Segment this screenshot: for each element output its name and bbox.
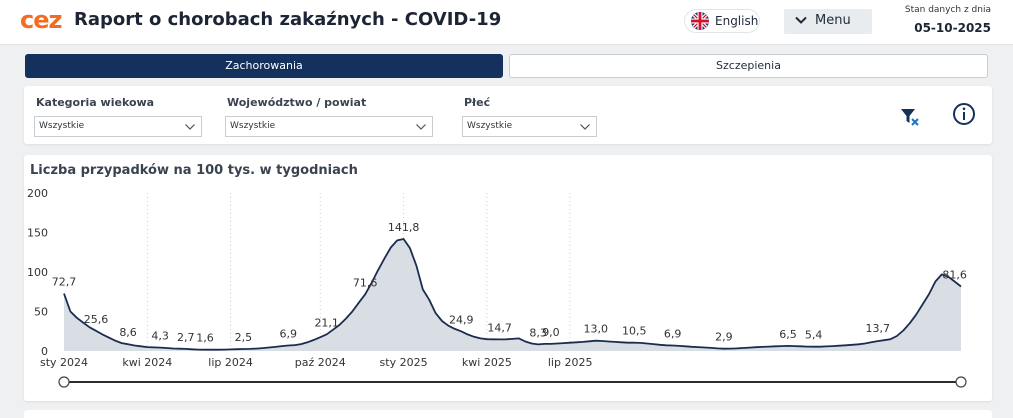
y-tick-label: 200: [27, 187, 48, 200]
data-label: 6,9: [664, 328, 682, 341]
x-tick-label: kwi 2024: [122, 356, 172, 369]
data-label: 6,5: [779, 328, 797, 341]
next-panel-edge: [24, 410, 992, 418]
data-label: 72,7: [52, 276, 77, 289]
filter-label-age: Kategoria wiekowa: [36, 96, 155, 109]
x-tick-label: lip 2024: [208, 356, 253, 369]
tab-szczepienia[interactable]: Szczepienia: [509, 54, 988, 78]
x-tick-label: lip 2025: [548, 356, 593, 369]
data-label: 25,6: [84, 313, 109, 326]
sex-value: Wszystkie: [467, 121, 513, 131]
y-tick-label: 150: [27, 227, 48, 240]
data-status-caption: Stan danych z dnia: [904, 5, 991, 15]
y-tick-label: 50: [34, 306, 48, 319]
menu-button[interactable]: Menu: [784, 9, 872, 34]
data-label: 8,3: [529, 326, 547, 339]
range-slider-end-handle[interactable]: [955, 376, 967, 388]
chevron-down-icon: [416, 124, 426, 130]
top-bar: cez Raport o chorobach zakaźnych - COVID…: [0, 0, 1013, 45]
age-category-value: Wszystkie: [39, 121, 85, 131]
filter-label-sex: Płeć: [464, 96, 491, 109]
sex-select[interactable]: Wszystkie: [462, 116, 597, 137]
cases-chart: 0 50 100 150 200 sty 2024 kwi 2024 lip 2024 paź …: [27, 187, 967, 388]
x-tick-label: sty 2025: [380, 356, 428, 369]
y-tick-label: 100: [27, 266, 48, 279]
series-line: [63, 238, 962, 351]
x-tick-label: kwi 2025: [462, 356, 512, 369]
data-label: 71,6: [353, 276, 378, 289]
info-icon[interactable]: [952, 102, 976, 126]
data-label: 2,5: [235, 331, 253, 344]
data-label: 24,9: [449, 313, 474, 326]
y-tick-label: 0: [41, 345, 48, 358]
chevron-down-icon: [580, 124, 590, 130]
filter-clear-icon[interactable]: [899, 106, 921, 128]
data-label: 81,6: [942, 269, 967, 282]
data-label: 21,1: [314, 316, 339, 329]
data-label: 141,8: [388, 221, 420, 234]
age-category-select[interactable]: Wszystkie: [34, 116, 202, 137]
language-button[interactable]: English: [684, 9, 760, 33]
flag-uk-icon: [691, 12, 709, 30]
data-label: 2,9: [715, 331, 733, 344]
chevron-down-icon: [795, 16, 807, 24]
data-label: 4,3: [151, 330, 169, 343]
menu-label: Menu: [815, 13, 851, 28]
x-tick-label: paź 2024: [295, 356, 346, 369]
region-select[interactable]: Wszystkie: [225, 116, 433, 137]
data-label: 6,9: [280, 328, 298, 341]
chart-panel: Liczba przypadków na 100 tys. w tygodnia…: [24, 155, 992, 401]
data-label: 9,0: [542, 326, 560, 339]
data-label: 14,7: [487, 321, 512, 334]
data-label: 1,6: [196, 332, 214, 345]
filter-panel: Kategoria wiekowa Wszystkie Województwo …: [24, 86, 992, 144]
tab-zachorowania[interactable]: Zachorowania: [25, 54, 503, 78]
data-status-date: 05-10-2025: [914, 21, 991, 35]
chart-title: Liczba przypadków na 100 tys. w tygodnia…: [30, 163, 358, 178]
data-label: 13,7: [865, 322, 890, 335]
range-slider-start-handle[interactable]: [58, 376, 70, 388]
region-value: Wszystkie: [230, 121, 276, 131]
data-label: 13,0: [584, 323, 609, 336]
data-label: 8,6: [119, 326, 137, 339]
filter-label-region: Województwo / powiat: [227, 96, 367, 109]
data-label: 10,5: [622, 325, 647, 338]
x-tick-label: sty 2024: [40, 356, 88, 369]
chevron-down-icon: [185, 124, 195, 130]
language-label: English: [715, 14, 759, 28]
data-label: 5,4: [805, 329, 823, 342]
cez-logo[interactable]: cez: [20, 6, 62, 34]
page-title: Raport o chorobach zakaźnych - COVID-19: [74, 9, 502, 30]
data-label: 2,7: [177, 331, 195, 344]
